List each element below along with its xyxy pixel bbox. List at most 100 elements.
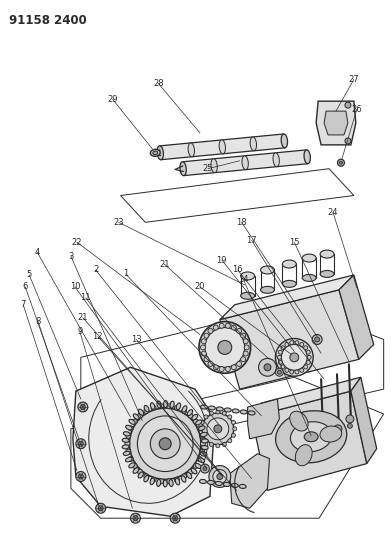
Ellipse shape	[346, 415, 354, 423]
Ellipse shape	[122, 445, 129, 449]
Ellipse shape	[241, 357, 246, 362]
Ellipse shape	[133, 468, 139, 473]
Text: 1: 1	[123, 270, 128, 278]
Ellipse shape	[219, 367, 224, 372]
Polygon shape	[182, 150, 308, 175]
Ellipse shape	[222, 442, 226, 447]
Ellipse shape	[200, 449, 205, 454]
Ellipse shape	[197, 457, 202, 462]
Ellipse shape	[233, 427, 237, 431]
Ellipse shape	[222, 411, 226, 415]
Ellipse shape	[231, 325, 236, 330]
Ellipse shape	[175, 478, 180, 485]
Ellipse shape	[231, 421, 236, 424]
Polygon shape	[316, 101, 356, 145]
Text: 2: 2	[93, 265, 98, 274]
Ellipse shape	[133, 414, 139, 419]
Ellipse shape	[312, 335, 322, 344]
Ellipse shape	[302, 254, 316, 262]
Ellipse shape	[243, 339, 248, 344]
Text: 4: 4	[34, 248, 40, 256]
Ellipse shape	[200, 345, 205, 350]
Text: 5: 5	[27, 270, 32, 279]
Ellipse shape	[278, 360, 282, 365]
Ellipse shape	[213, 365, 218, 370]
Ellipse shape	[187, 410, 192, 416]
Ellipse shape	[201, 439, 208, 443]
Ellipse shape	[144, 475, 149, 482]
Ellipse shape	[204, 357, 209, 362]
Ellipse shape	[282, 280, 296, 287]
Text: 18: 18	[236, 218, 247, 227]
Ellipse shape	[200, 433, 205, 438]
Ellipse shape	[200, 433, 204, 437]
Polygon shape	[252, 391, 367, 490]
Ellipse shape	[198, 426, 205, 431]
Ellipse shape	[219, 324, 224, 328]
Ellipse shape	[290, 370, 294, 374]
Ellipse shape	[290, 353, 299, 362]
Ellipse shape	[198, 458, 205, 463]
Polygon shape	[230, 454, 269, 508]
Ellipse shape	[129, 408, 201, 480]
Ellipse shape	[237, 361, 241, 366]
Polygon shape	[351, 377, 377, 464]
Ellipse shape	[339, 161, 343, 164]
Ellipse shape	[278, 370, 281, 374]
Text: 19: 19	[216, 255, 227, 264]
Ellipse shape	[129, 463, 135, 468]
Ellipse shape	[200, 405, 207, 409]
Ellipse shape	[125, 441, 130, 446]
Ellipse shape	[261, 286, 274, 293]
Ellipse shape	[241, 333, 246, 338]
Ellipse shape	[133, 516, 138, 521]
Ellipse shape	[239, 484, 246, 488]
Ellipse shape	[78, 402, 88, 412]
Ellipse shape	[276, 338, 313, 376]
Ellipse shape	[138, 469, 142, 474]
Ellipse shape	[345, 138, 351, 144]
Ellipse shape	[144, 409, 149, 414]
Ellipse shape	[304, 365, 308, 369]
Ellipse shape	[144, 474, 149, 479]
Ellipse shape	[281, 344, 307, 370]
Ellipse shape	[126, 449, 131, 454]
Text: 14: 14	[238, 276, 249, 285]
Ellipse shape	[273, 153, 279, 167]
Ellipse shape	[132, 463, 137, 469]
Ellipse shape	[281, 365, 285, 369]
Polygon shape	[220, 290, 359, 389]
Ellipse shape	[132, 419, 137, 424]
Ellipse shape	[163, 400, 167, 408]
Ellipse shape	[214, 425, 222, 433]
Ellipse shape	[96, 503, 106, 513]
Ellipse shape	[319, 438, 325, 443]
Ellipse shape	[218, 341, 232, 354]
Ellipse shape	[338, 159, 345, 166]
Ellipse shape	[180, 162, 186, 175]
Ellipse shape	[123, 432, 130, 436]
Ellipse shape	[242, 156, 249, 169]
Ellipse shape	[215, 481, 222, 486]
Text: 23: 23	[113, 218, 124, 227]
Polygon shape	[248, 399, 279, 439]
Ellipse shape	[217, 473, 223, 480]
Ellipse shape	[336, 433, 341, 438]
Polygon shape	[73, 367, 215, 516]
Ellipse shape	[302, 274, 316, 281]
Ellipse shape	[304, 346, 308, 350]
Ellipse shape	[208, 361, 213, 366]
Text: 8: 8	[35, 317, 41, 326]
Ellipse shape	[138, 416, 193, 472]
Text: 28: 28	[153, 79, 163, 88]
Ellipse shape	[159, 438, 171, 450]
Ellipse shape	[216, 407, 223, 411]
Ellipse shape	[128, 457, 133, 462]
Ellipse shape	[201, 446, 208, 449]
Ellipse shape	[276, 411, 347, 463]
Ellipse shape	[204, 439, 208, 443]
Text: 7: 7	[20, 300, 26, 309]
Text: 20: 20	[195, 282, 205, 292]
Ellipse shape	[126, 433, 131, 438]
Ellipse shape	[237, 328, 241, 334]
